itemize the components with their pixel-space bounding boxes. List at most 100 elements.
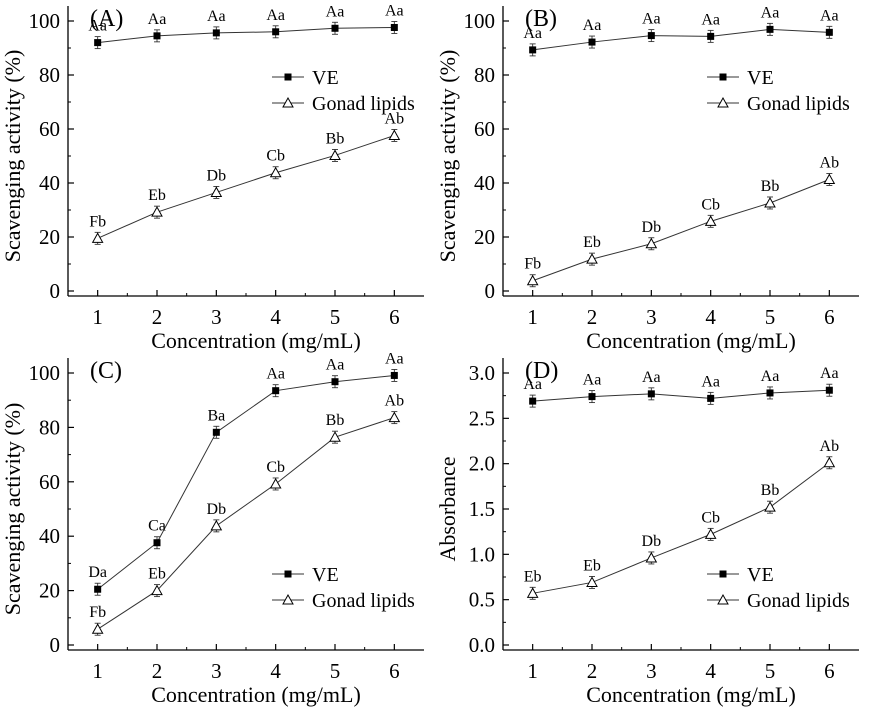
legend-label: Gonad lipids	[312, 590, 415, 612]
x-tick-label: 4	[270, 305, 281, 329]
data-label: Da	[88, 564, 107, 581]
data-point	[645, 237, 658, 249]
data-label: Aa	[207, 8, 226, 25]
x-tick-label: 1	[92, 305, 103, 329]
legend-marker	[719, 570, 727, 578]
series-line	[97, 135, 395, 239]
data-point	[588, 393, 596, 401]
x-tick-label: 4	[270, 659, 281, 683]
data-point	[823, 456, 836, 468]
y-tick-label: 2.0	[469, 452, 495, 476]
data-label: Aa	[266, 7, 285, 24]
legend-label: Gonad lipids	[747, 590, 850, 612]
legend-marker	[284, 73, 292, 81]
x-axis-title: Concentration (mg/mL)	[586, 682, 796, 707]
data-label: Aa	[761, 4, 780, 21]
panel-label: (B)	[525, 6, 557, 32]
x-tick-label: 6	[389, 659, 400, 683]
data-label: Aa	[820, 7, 839, 24]
legend-marker	[719, 73, 727, 81]
data-label: Cb	[266, 148, 285, 165]
y-tick-label: 3.0	[469, 361, 495, 385]
x-axis-title: Concentration (mg/mL)	[151, 682, 361, 707]
legend-label: VE	[312, 564, 339, 586]
data-point	[529, 397, 537, 405]
y-tick-label: 1.5	[469, 497, 495, 521]
data-point	[647, 390, 655, 398]
data-point	[823, 173, 836, 184]
y-tick-label: 60	[39, 470, 60, 494]
data-label: Aa	[820, 365, 839, 382]
data-label: Aa	[326, 357, 345, 374]
data-label: Aa	[761, 368, 780, 385]
data-point	[210, 186, 223, 197]
y-tick-label: 60	[39, 117, 60, 141]
x-tick-label: 6	[389, 305, 400, 329]
data-label: Ab	[820, 438, 840, 455]
data-label: Aa	[385, 350, 404, 367]
y-tick-label: 1.0	[469, 542, 495, 566]
data-label: Ca	[148, 518, 166, 535]
data-point	[388, 411, 401, 423]
data-point	[766, 25, 774, 33]
data-label: Ab	[385, 110, 405, 127]
data-label: Ab	[385, 393, 405, 410]
y-tick-label: 2.5	[469, 406, 495, 430]
y-tick-label: 20	[474, 225, 495, 249]
data-point	[153, 539, 161, 547]
data-point	[269, 477, 282, 489]
y-tick-label: 80	[39, 63, 60, 87]
data-label: Aa	[701, 11, 720, 28]
chart-panel-1: 0 20 40 60 80 100 1 2 3 4 5 6 Concentration (mg/mL) S…	[0, 2, 424, 353]
y-tick-label: 80	[39, 415, 60, 439]
y-axis-title: Absorbance	[435, 456, 460, 561]
x-tick-label: 2	[587, 305, 598, 329]
x-axis-title: Concentration (mg/mL)	[586, 328, 796, 353]
x-tick-label: 2	[152, 659, 163, 683]
data-label: Bb	[326, 412, 345, 429]
data-label: Aa	[583, 372, 602, 389]
data-point	[153, 32, 161, 40]
data-label: Aa	[148, 11, 167, 28]
data-label: Ab	[820, 154, 840, 171]
data-point	[764, 501, 776, 512]
x-tick-label: 6	[824, 659, 835, 683]
data-label: Cb	[701, 196, 720, 213]
legend-marker	[282, 96, 294, 108]
legend-label: VE	[312, 67, 339, 89]
data-point	[647, 32, 655, 40]
x-tick-label: 4	[705, 305, 716, 329]
x-tick-label: 1	[527, 659, 538, 683]
panel-label: (D)	[525, 358, 558, 384]
data-label: Fb	[89, 213, 106, 230]
data-label: Db	[207, 167, 227, 184]
data-label: Bb	[761, 178, 780, 195]
data-point	[331, 378, 339, 386]
data-point	[91, 232, 104, 243]
legend-label: Gonad lipids	[747, 93, 850, 115]
panel-label: (C)	[90, 358, 122, 384]
x-tick-label: 3	[211, 305, 222, 329]
x-tick-label: 5	[765, 305, 776, 329]
series-line	[97, 374, 395, 590]
y-tick-label: 100	[464, 9, 496, 33]
data-label: Aa	[701, 373, 720, 390]
data-label: Db	[642, 533, 662, 550]
x-tick-label: 5	[330, 659, 341, 683]
data-point	[825, 28, 833, 36]
y-tick-label: 0	[50, 633, 61, 657]
data-label: Db	[642, 219, 662, 236]
data-label: Aa	[266, 366, 285, 383]
data-label: Aa	[642, 11, 661, 28]
data-point	[766, 389, 774, 397]
data-point	[94, 585, 102, 593]
data-point	[704, 528, 717, 539]
data-label: Cb	[266, 459, 285, 476]
data-point	[212, 428, 220, 436]
y-tick-label: 0.5	[469, 588, 495, 612]
chart-panel-2: 0 20 40 60 80 100 1 2 3 4 5 6 Concentration (mg/mL) S…	[435, 4, 859, 353]
data-label: Eb	[524, 568, 542, 585]
x-tick-label: 3	[211, 659, 222, 683]
data-label: Eb	[148, 566, 166, 583]
